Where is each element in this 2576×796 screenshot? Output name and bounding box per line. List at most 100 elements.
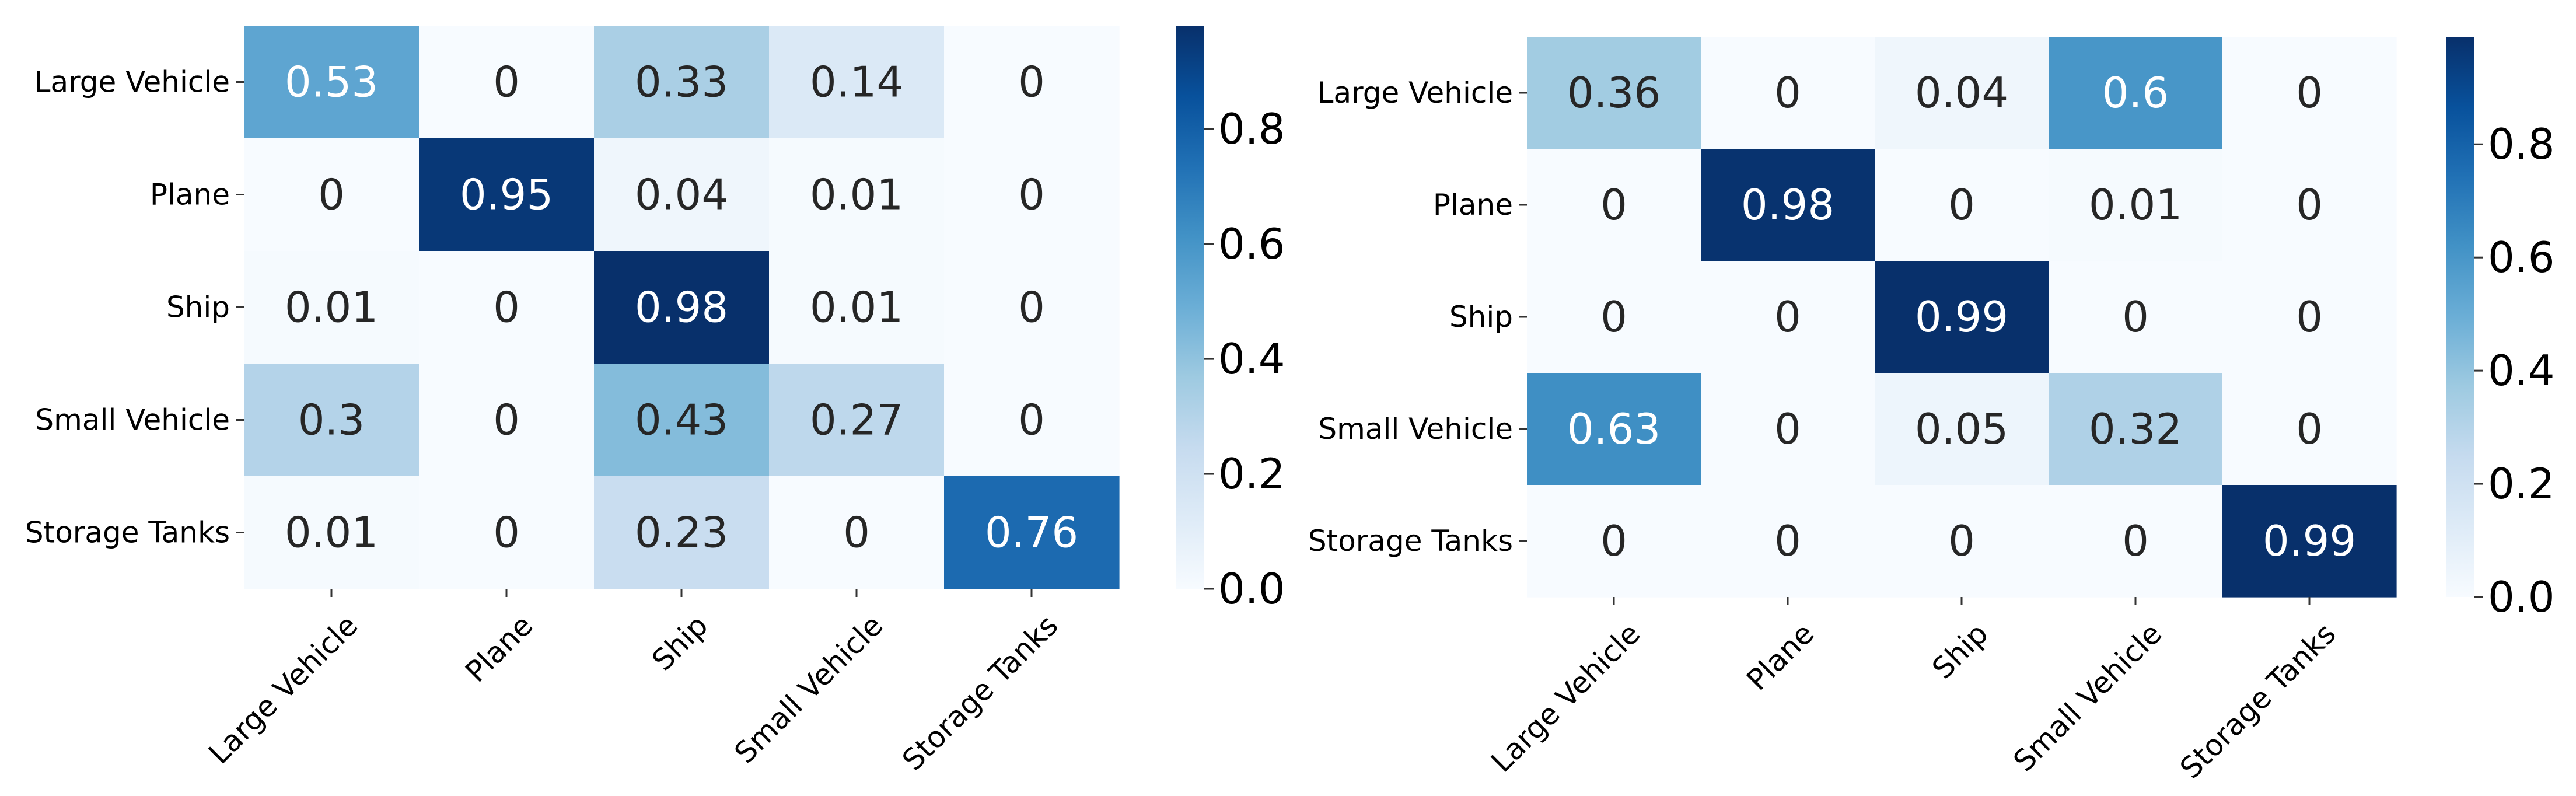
colorbar-tick-label: 0.8 xyxy=(1218,104,1285,153)
cell-value-label: 0 xyxy=(493,283,520,332)
cell-value-label: 0 xyxy=(843,508,870,557)
heatmap-cell-r2-c2 xyxy=(1875,261,2049,373)
cell-value-label: 0.95 xyxy=(460,170,553,219)
cell-value-label: 0.04 xyxy=(635,170,728,219)
cell-value-label: 0.14 xyxy=(810,58,903,107)
cell-value-label: 0.01 xyxy=(810,170,903,219)
heatmap-cell-r1-c1 xyxy=(419,138,595,252)
heatmap-cell-r3-c0 xyxy=(1527,373,1701,486)
heatmap-cell-r3-c2 xyxy=(594,364,770,477)
heatmap-cell-r0-c1 xyxy=(419,26,595,139)
heatmap-cell-r0-c2 xyxy=(1875,37,2049,149)
colorbar-tick-label: 0.8 xyxy=(2488,120,2555,169)
cell-value-label: 0.27 xyxy=(810,396,903,445)
heatmap-right: 0.36 0 0.04 0.6 0 0 0.98 0 0.01 0 0 0 0.99 0 0 0.63 0 0.0… xyxy=(1308,37,2555,785)
heatmap-cell-r4-c1 xyxy=(1701,485,1875,598)
heatmap-cell-r3-c1 xyxy=(1701,373,1875,486)
y-tick-label: Small Vehicle xyxy=(35,403,230,437)
cell-value-label: 0.01 xyxy=(285,283,378,332)
heatmap-cell-r3-c4 xyxy=(944,364,1120,477)
heatmap-cell-r4-c2 xyxy=(594,476,770,589)
heatmap-cell-r3-c3 xyxy=(2049,373,2223,486)
cell-value-label: 0.76 xyxy=(985,508,1078,557)
heatmap-cell-r1-c3 xyxy=(769,138,945,252)
colorbar-tick-label: 0.0 xyxy=(2488,572,2555,622)
cell-value-label: 0.32 xyxy=(2089,404,2182,453)
cell-value-label: 0 xyxy=(1600,516,1627,565)
cell-value-label: 0.23 xyxy=(635,508,728,557)
cell-value-label: 0 xyxy=(1774,404,1801,453)
cell-value-label: 0.33 xyxy=(635,58,728,107)
cell-value-label: 0 xyxy=(1018,58,1045,107)
heatmap-cell-r1-c0 xyxy=(244,138,420,252)
cell-value-label: 0.05 xyxy=(1915,404,2008,453)
cell-value-label: 0 xyxy=(1600,292,1627,341)
heatmap-cell-r2-c4 xyxy=(944,251,1120,364)
cell-value-label: 0.99 xyxy=(2263,516,2356,565)
x-tick-label: Large Vehicle xyxy=(1484,616,1647,778)
x-tick-label: Plane xyxy=(1740,616,1821,697)
cell-value-label: 0 xyxy=(2296,404,2323,453)
cell-value-label: 0.01 xyxy=(2089,180,2182,229)
cell-value-label: 0.3 xyxy=(298,396,365,445)
colorbar xyxy=(1176,26,1204,589)
heatmap-cell-r4-c3 xyxy=(2049,485,2223,598)
y-tick-label: Storage Tanks xyxy=(1308,524,1513,558)
cell-value-label: 0.36 xyxy=(1567,68,1661,117)
cell-value-label: 0 xyxy=(1018,396,1045,445)
heatmap-cell-r2-c0 xyxy=(1527,261,1701,373)
x-tick-label: Ship xyxy=(1925,616,1994,685)
heatmap-cell-r1-c2 xyxy=(1875,149,2049,261)
cell-value-label: 0 xyxy=(1600,180,1627,229)
heatmap-cell-r2-c3 xyxy=(769,251,945,364)
x-tick-label: Ship xyxy=(645,608,714,677)
heatmap-cell-r3-c4 xyxy=(2222,373,2397,486)
cell-value-label: 0 xyxy=(2296,68,2323,117)
cell-value-label: 0.43 xyxy=(635,396,728,445)
heatmap-cell-r1-c3 xyxy=(2049,149,2223,261)
cell-value-label: 0 xyxy=(493,508,520,557)
heatmap-cell-r4-c2 xyxy=(1875,485,2049,598)
heatmap-cell-r0-c1 xyxy=(1701,37,1875,149)
cell-value-label: 0.01 xyxy=(810,283,903,332)
colorbar-tick-label: 0.2 xyxy=(1218,449,1285,498)
heatmap-cell-r0-c0 xyxy=(244,26,420,139)
cell-value-label: 0 xyxy=(1948,180,1975,229)
heatmap-cell-r2-c0 xyxy=(244,251,420,364)
heatmap-cell-r3-c0 xyxy=(244,364,420,477)
colorbar-tick-label: 0.4 xyxy=(2488,346,2555,395)
y-tick-label: Storage Tanks xyxy=(25,516,230,550)
y-tick-label: Large Vehicle xyxy=(34,65,230,99)
heatmap-cell-r1-c1 xyxy=(1701,149,1875,261)
heatmap-cell-r0-c3 xyxy=(2049,37,2223,149)
x-tick-label: Small Vehicle xyxy=(728,608,890,770)
heatmap-cell-r4-c4 xyxy=(2222,485,2397,598)
heatmap-cell-r0-c4 xyxy=(2222,37,2397,149)
heatmap-cell-r1-c2 xyxy=(594,138,770,252)
heatmap-cell-r2-c1 xyxy=(1701,261,1875,373)
colorbar-tick-label: 0.4 xyxy=(1218,334,1285,383)
heatmap-cell-r3-c3 xyxy=(769,364,945,477)
cell-value-label: 0 xyxy=(1948,516,1975,565)
colorbar-tick-label: 0.2 xyxy=(2488,459,2555,508)
heatmap-cell-r2-c1 xyxy=(419,251,595,364)
heatmap-cell-r2-c4 xyxy=(2222,261,2397,373)
cell-value-label: 0.01 xyxy=(285,508,378,557)
cell-value-label: 0 xyxy=(1774,68,1801,117)
heatmap-cell-r4-c3 xyxy=(769,476,945,589)
heatmap-cell-r0-c2 xyxy=(594,26,770,139)
cell-value-label: 0 xyxy=(1774,292,1801,341)
cell-value-label: 0 xyxy=(2122,516,2149,565)
cell-value-label: 0 xyxy=(1018,283,1045,332)
x-tick-label: Small Vehicle xyxy=(2007,616,2169,778)
cell-value-label: 0 xyxy=(2122,292,2149,341)
heatmap-cell-r4-c1 xyxy=(419,476,595,589)
x-tick-label: Storage Tanks xyxy=(896,608,1064,777)
cell-value-label: 0 xyxy=(493,396,520,445)
y-tick-label: Ship xyxy=(1449,300,1513,334)
heatmap-cell-r3-c2 xyxy=(1875,373,2049,486)
cell-value-label: 0.98 xyxy=(1741,180,1834,229)
heatmap-cell-r4-c4 xyxy=(944,476,1120,589)
x-tick-label: Large Vehicle xyxy=(202,608,364,770)
heatmap-cell-r4-c0 xyxy=(1527,485,1701,598)
